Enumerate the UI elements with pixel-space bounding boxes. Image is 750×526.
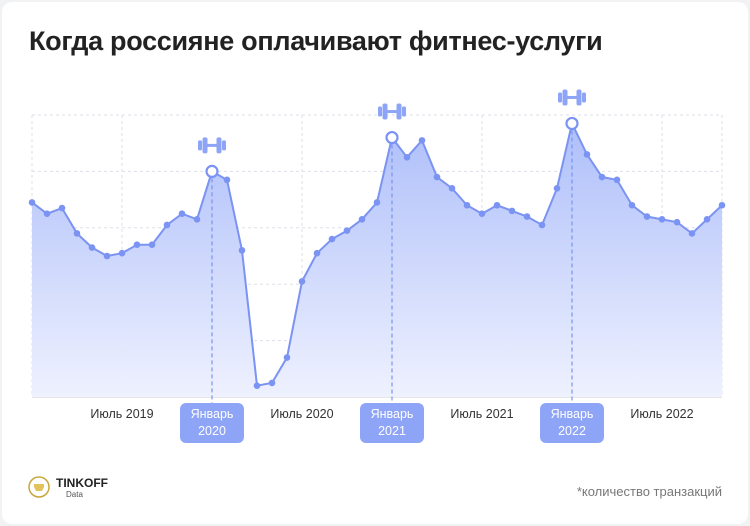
point: [148, 241, 156, 249]
dumbbell-part: [576, 89, 582, 106]
point: [673, 218, 681, 226]
x-tick-label: Июль 2021: [450, 407, 514, 421]
dumbbell-part: [562, 89, 568, 106]
dumbbell-part: [207, 143, 217, 147]
point: [268, 379, 276, 387]
dumbbell-part: [378, 106, 382, 117]
point: [583, 151, 591, 158]
point: [478, 210, 486, 217]
x-tick-label: Июль 2020: [270, 407, 334, 421]
logo: [28, 476, 50, 498]
point: [373, 199, 381, 206]
point: [718, 201, 726, 209]
dumbbell-part: [198, 140, 202, 151]
point: [493, 201, 501, 209]
dumbbell-part: [222, 140, 226, 151]
x-tick-label: Январь 2021: [360, 403, 424, 443]
point: [118, 249, 126, 257]
point: [688, 230, 696, 237]
point: [28, 199, 36, 206]
dumbbell-part: [558, 92, 562, 103]
point: [598, 173, 606, 181]
point: [313, 249, 321, 257]
point: [238, 247, 246, 254]
point: [463, 201, 471, 209]
point: [88, 244, 96, 251]
point: [643, 213, 651, 220]
point: [283, 354, 291, 361]
dumbbell-part: [216, 137, 222, 154]
area: [32, 123, 722, 398]
dumbbell-part: [387, 110, 397, 114]
dumbbell-part: [402, 106, 406, 117]
point: [628, 201, 636, 209]
point: [163, 221, 171, 229]
peak-marker: [385, 130, 399, 145]
point: [328, 235, 336, 243]
point: [103, 252, 111, 260]
point: [58, 204, 66, 212]
point: [613, 176, 621, 184]
point: [298, 278, 306, 285]
point: [448, 185, 456, 192]
point: [403, 154, 411, 161]
point: [418, 137, 426, 144]
peak-marker: [205, 164, 219, 178]
dumbbell-icon: [378, 103, 406, 120]
brand-sub: Data: [66, 490, 83, 499]
dumbbell-part: [567, 95, 577, 99]
point: [433, 173, 441, 181]
point: [538, 221, 546, 229]
point: [43, 210, 51, 217]
point: [193, 216, 201, 223]
point: [73, 230, 81, 237]
brand: TINKOFF: [56, 476, 108, 490]
point: [523, 213, 531, 220]
point: [703, 216, 711, 223]
dumbbell-part: [396, 103, 402, 120]
peak-marker: [565, 116, 579, 131]
chart-title: Когда россияне оплачивают фитнес-услуги: [29, 26, 603, 56]
point: [133, 241, 141, 249]
point: [253, 382, 261, 390]
dumbbell-part: [202, 137, 208, 154]
point: [553, 185, 561, 192]
point: [178, 210, 186, 217]
dumbbell-icon: [198, 137, 226, 154]
footnote: *количество транзакций: [576, 484, 722, 499]
x-tick-label: Июль 2022: [630, 407, 694, 421]
dumbbell-part: [382, 103, 388, 120]
x-tick-label: Январь 2020: [180, 403, 244, 443]
x-tick-label: Июль 2019: [90, 407, 154, 421]
point: [358, 216, 366, 223]
point: [343, 227, 351, 234]
dumbbell-icon: [558, 89, 586, 106]
point: [508, 207, 516, 215]
dumbbell-part: [582, 92, 586, 103]
point: [658, 216, 666, 223]
x-tick-label: Январь 2022: [540, 403, 604, 443]
point: [223, 176, 231, 184]
